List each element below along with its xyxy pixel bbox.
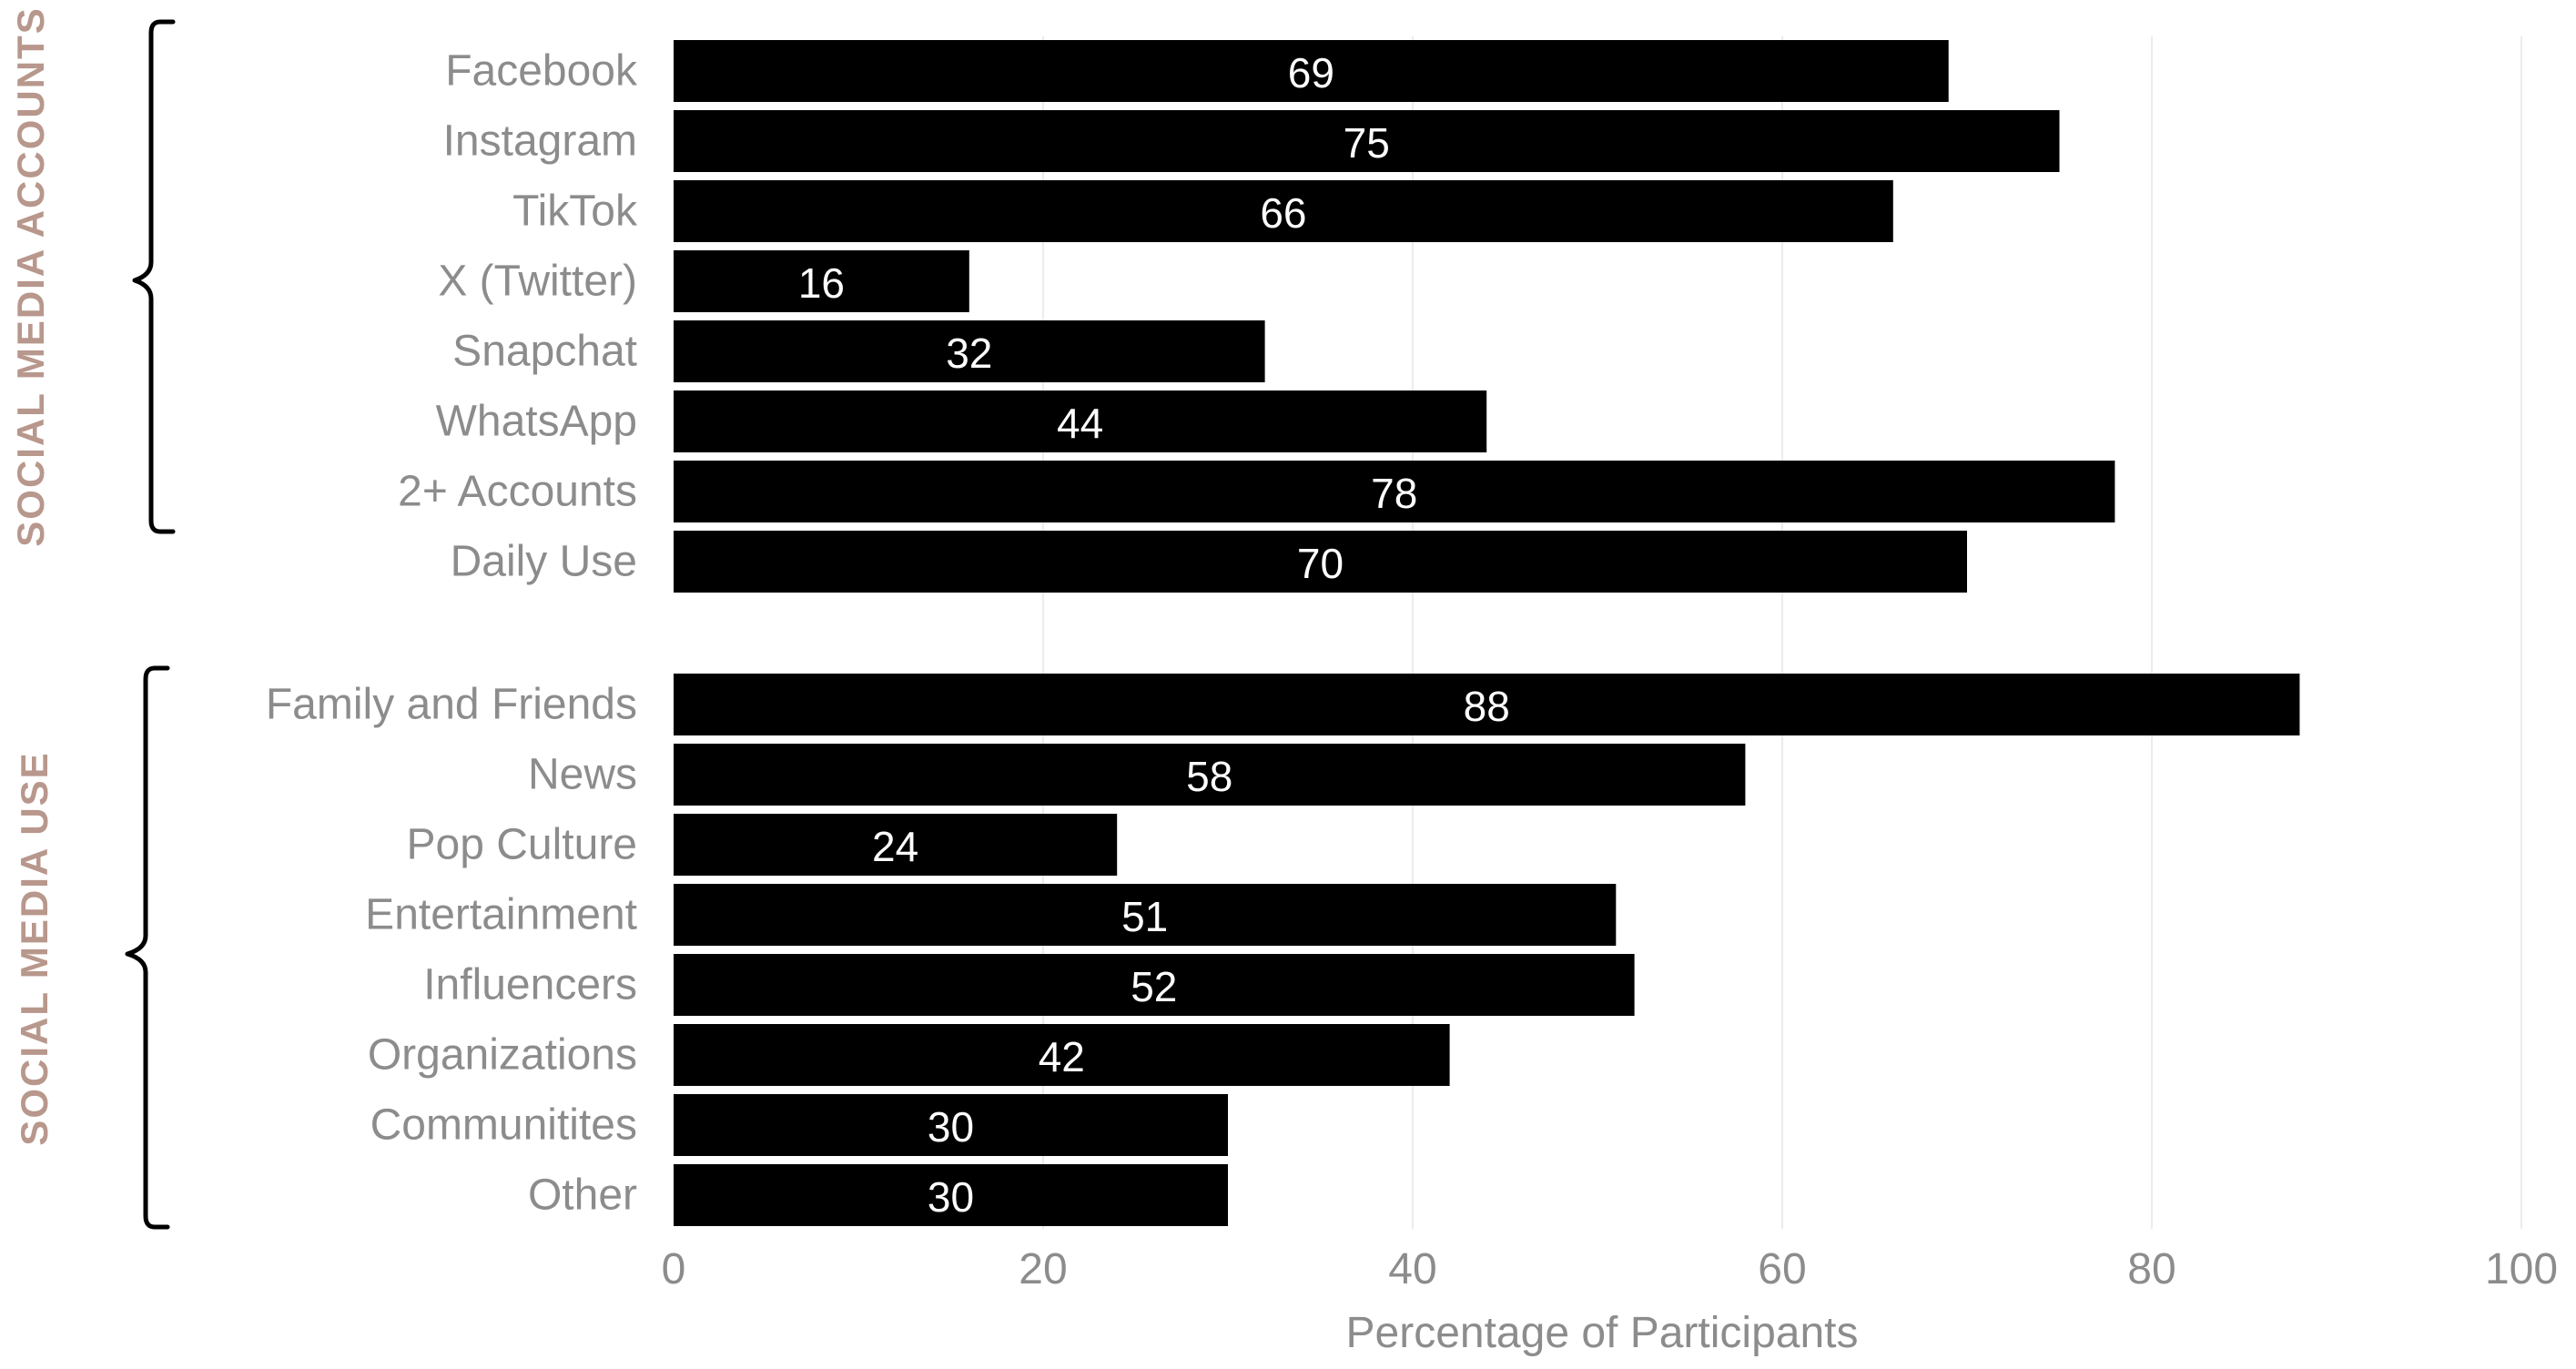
bar [674,1024,1450,1086]
value-label: 52 [1131,963,1177,1010]
category-label: Daily Use [451,538,637,586]
group-brace-use [125,665,170,1230]
x-tick-label: 20 [1019,1245,1067,1293]
group-label-use: SOCIAL MEDIA USE [13,751,56,1145]
bar [674,390,1487,452]
value-label: 30 [928,1173,974,1221]
category-label: Family and Friends [266,681,637,729]
value-label: 44 [1057,400,1103,447]
bar [674,1164,1228,1226]
category-label: News [528,751,637,799]
value-label: 24 [872,823,918,870]
group-label-accounts: SOCIAL MEDIA ACCOUNTS [9,6,52,546]
value-label: 58 [1186,753,1232,800]
category-label: 2+ Accounts [398,468,637,516]
bar [674,814,1118,876]
x-tick-label: 0 [662,1245,686,1293]
value-label: 51 [1121,893,1168,940]
value-label: 16 [798,259,845,307]
category-label: Entertainment [365,891,637,939]
group-brace-accounts [132,19,176,534]
category-label: Instagram [443,117,637,166]
value-label: 88 [1464,683,1510,730]
bar [674,250,969,312]
category-label: Snapchat [452,328,637,376]
x-tick-label: 80 [2127,1245,2175,1293]
category-label: Influencers [423,961,637,1009]
x-axis-ticks: 0 20 40 60 80 100 [662,1245,2558,1293]
bar [674,744,1746,806]
value-label: 30 [928,1103,974,1151]
category-label: WhatsApp [436,398,637,446]
category-label: TikTok [512,188,638,236]
bar [674,1094,1228,1156]
value-label: 78 [1371,470,1417,517]
value-label: 32 [946,330,992,377]
value-label: 69 [1288,49,1334,96]
bar [674,180,1893,242]
value-label: 66 [1260,189,1306,237]
bar [674,954,1635,1016]
bar [674,110,2060,172]
x-axis-title: Percentage of Participants [1346,1309,1859,1357]
category-labels: Facebook Instagram TikTok X (Twitter) Snapch… [266,47,638,1220]
bars [674,40,2300,1226]
category-label: Facebook [445,47,638,96]
x-tick-label: 40 [1388,1245,1436,1293]
category-label: Pop Culture [407,821,637,869]
category-label: Communitites [370,1101,637,1150]
value-label: 70 [1297,540,1344,587]
category-label: Organizations [368,1031,637,1080]
bar [674,531,1967,593]
bar [674,674,2300,735]
value-label: 42 [1039,1033,1085,1080]
bar [674,884,1617,946]
bar [674,40,1949,102]
bar [674,461,2115,522]
x-tick-label: 60 [1758,1245,1806,1293]
x-tick-label: 100 [2485,1245,2558,1293]
category-label: X (Twitter) [438,258,637,306]
value-label: 75 [1344,119,1390,167]
category-label: Other [528,1171,637,1220]
bar [674,320,1265,382]
